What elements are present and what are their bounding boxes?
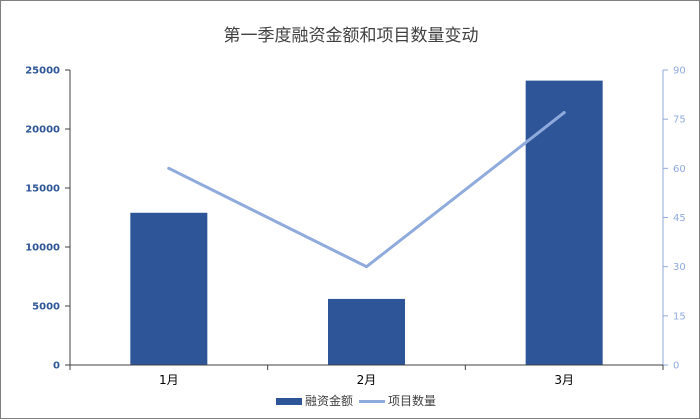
y-right-tick-label: 75: [673, 115, 686, 126]
y-left-tick-label: 15000: [25, 184, 60, 195]
x-tick-label: 1月: [159, 373, 179, 387]
legend-label-bar: 融资金额: [305, 393, 353, 408]
bar-1: [130, 212, 208, 365]
axes-layer: 0 5000 10000 15000 20000 25000 0 15 30 45 60 75 90 1月…: [25, 66, 686, 388]
y-left-tick-label: 25000: [25, 66, 60, 77]
legend: 融资金额 项目数量: [276, 393, 436, 408]
y-left-tick-label: 20000: [25, 125, 60, 136]
line-point-1: [167, 166, 171, 170]
bar-3: [525, 80, 603, 366]
y-right-tick-label: 15: [673, 311, 686, 322]
line-layer: [167, 111, 566, 269]
y-right-tick-label: 45: [673, 213, 686, 224]
y-right-tick-label: 30: [673, 262, 686, 273]
line-point-2: [365, 265, 368, 269]
x-tick-label: 3月: [554, 373, 574, 387]
bars-layer: [130, 80, 603, 366]
bar-2: [328, 298, 405, 365]
y-right-tick-label: 0: [673, 361, 679, 372]
y-left-tick-label: 5000: [32, 302, 60, 313]
line-series-project-count: [167, 111, 566, 269]
y-right-tick-label: 60: [673, 164, 686, 175]
y-left-tick-label: 10000: [25, 243, 60, 254]
chart-title: 第一季度融资金额和项目数量变动: [224, 26, 479, 46]
x-tick-label: 2月: [357, 373, 377, 387]
y-right-tick-label: 90: [673, 66, 686, 77]
legend-label-line: 项目数量: [388, 393, 436, 408]
y-left-tick-label: 0: [53, 361, 60, 372]
legend-swatch-bar: [276, 398, 302, 405]
line-point-3: [562, 111, 566, 115]
